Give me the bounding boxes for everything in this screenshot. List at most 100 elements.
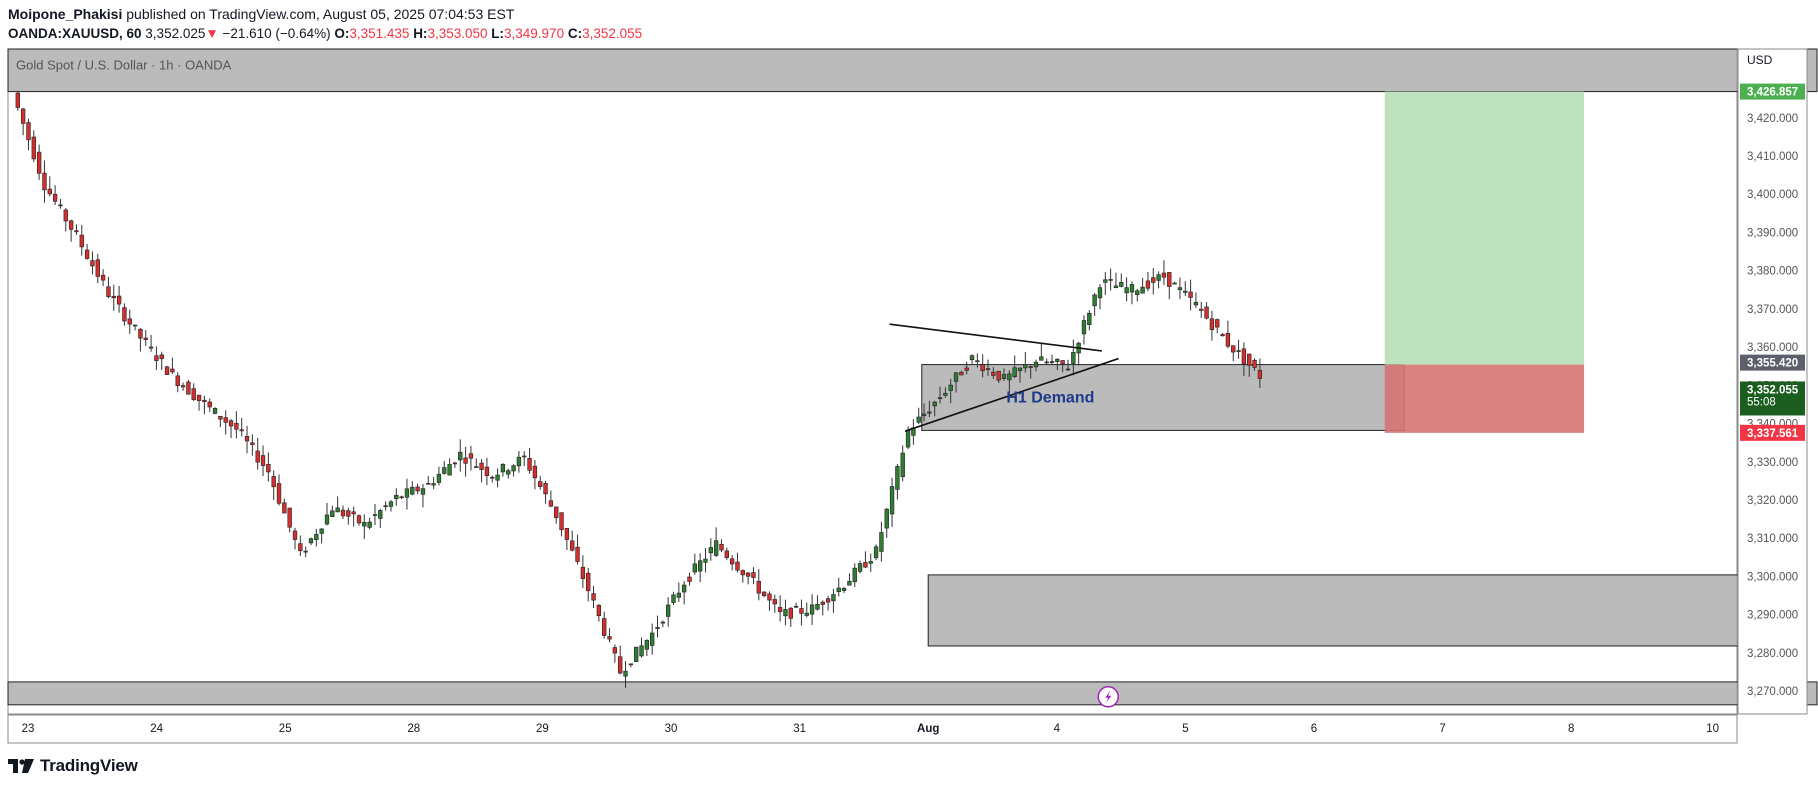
- candle: [164, 366, 170, 376]
- candle: [729, 558, 735, 565]
- candle: [575, 546, 580, 562]
- candle: [404, 488, 410, 498]
- candle: [618, 656, 623, 674]
- candle: [1017, 367, 1023, 372]
- candle: [868, 561, 873, 564]
- candle: [580, 566, 586, 579]
- price-label-box: [1740, 381, 1805, 416]
- y-tick-label: 3,320.000: [1747, 495, 1798, 507]
- symbol-ohlc-line: OANDA:XAUUSD, 60 3,352.025▼ −21.610 (−0.…: [8, 24, 1808, 44]
- x-tick-label: 4: [1054, 723, 1061, 735]
- time-axis[interactable]: [7, 714, 1738, 744]
- candle: [1252, 359, 1257, 368]
- candle: [538, 481, 543, 487]
- down-arrow-icon: ▼: [205, 26, 219, 41]
- tradingview-logo[interactable]: TradingView: [8, 756, 138, 776]
- candle: [543, 483, 548, 495]
- chart-canvas[interactable]: H1 Demand Gold Spot / U.S. Dollar · 1h · …: [0, 48, 1818, 752]
- candle: [724, 550, 729, 558]
- candle: [820, 601, 825, 605]
- author-name[interactable]: Moipone_Phakisi: [8, 6, 123, 22]
- candle: [1092, 294, 1097, 307]
- candle: [697, 560, 703, 572]
- candle: [863, 562, 868, 568]
- candle: [671, 594, 676, 603]
- candle: [847, 580, 852, 586]
- candle: [266, 463, 271, 473]
- candle: [1033, 361, 1039, 368]
- candle: [932, 401, 937, 407]
- candle: [602, 618, 607, 636]
- symbol-label[interactable]: OANDA:XAUUSD, 60: [8, 26, 142, 41]
- candle: [255, 450, 260, 463]
- stop-loss-area: [1384, 364, 1585, 433]
- candle: [1236, 350, 1241, 352]
- candle: [1161, 272, 1167, 278]
- candle: [468, 453, 474, 459]
- candle: [905, 430, 911, 448]
- x-tick-label: 7: [1439, 723, 1445, 735]
- candle: [975, 360, 980, 363]
- price-label-box: [1740, 424, 1805, 441]
- candle: [159, 354, 164, 360]
- x-tick-label: 6: [1311, 723, 1317, 735]
- candle: [84, 249, 90, 259]
- x-tick-label: 28: [407, 723, 420, 735]
- chart-header: Moipone_Phakisi published on TradingView…: [8, 4, 1808, 44]
- candle: [207, 401, 212, 408]
- candle: [74, 230, 79, 233]
- candle: [63, 209, 68, 222]
- y-tick-label: 3,290.000: [1747, 610, 1798, 622]
- candle: [1060, 360, 1065, 365]
- candle: [351, 511, 356, 515]
- candle: [106, 286, 111, 297]
- candle: [1097, 287, 1103, 299]
- y-tick-label: 3,380.000: [1747, 266, 1798, 278]
- candle: [399, 496, 404, 499]
- candle: [1167, 272, 1172, 287]
- y-tick-label: 3,310.000: [1747, 533, 1798, 545]
- candle: [1204, 306, 1209, 319]
- last-price: 3,352.025: [145, 26, 206, 41]
- candle: [1199, 308, 1204, 311]
- candle: [681, 584, 687, 593]
- candle: [634, 646, 639, 662]
- candle: [212, 408, 218, 414]
- candle: [452, 462, 458, 465]
- profit-target-area: [1384, 91, 1585, 365]
- candle: [244, 436, 250, 442]
- candle: [298, 543, 303, 552]
- y-tick-label: 3,270.000: [1747, 686, 1798, 698]
- candle: [1188, 291, 1193, 298]
- lower-trendline[interactable]: [904, 357, 1119, 432]
- candle: [959, 371, 964, 376]
- candle: [937, 397, 943, 399]
- candle: [330, 510, 335, 517]
- candle: [1071, 351, 1076, 364]
- candle: [767, 593, 772, 601]
- candle: [234, 422, 239, 430]
- price-label-text: 3,352.055: [1747, 384, 1799, 396]
- candle: [1044, 361, 1049, 364]
- candle: [809, 604, 815, 615]
- candle: [943, 392, 948, 396]
- low-label: L:: [491, 26, 505, 41]
- candle: [506, 470, 511, 475]
- candle: [650, 632, 655, 646]
- y-tick-label: 3,400.000: [1747, 189, 1798, 201]
- candle: [969, 355, 975, 361]
- candle: [1145, 280, 1151, 289]
- candle: [154, 355, 159, 361]
- y-tick-label: 3,330.000: [1747, 457, 1798, 469]
- candle: [777, 607, 783, 613]
- candle: [804, 612, 809, 616]
- candle: [148, 346, 154, 349]
- candle: [495, 474, 500, 481]
- candle: [111, 295, 116, 299]
- candle: [410, 486, 415, 495]
- candle: [1087, 312, 1092, 325]
- upper-trendline[interactable]: [889, 323, 1102, 352]
- candle: [692, 563, 697, 573]
- candle: [607, 636, 612, 640]
- bottom-zone: [7, 681, 1818, 706]
